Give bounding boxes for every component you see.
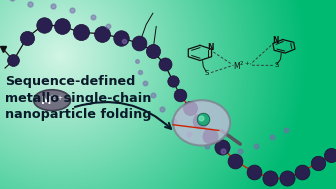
Text: N: N	[272, 36, 279, 45]
Text: M$^{2+}$: M$^{2+}$	[234, 60, 250, 72]
Ellipse shape	[173, 100, 230, 146]
Text: S: S	[274, 62, 279, 68]
Text: Sequence-defined
metallo single-chain
nanoparticle folding: Sequence-defined metallo single-chain na…	[5, 75, 152, 121]
Circle shape	[34, 90, 71, 111]
Text: M$^{2+}$: M$^{2+}$	[40, 93, 64, 107]
Text: N: N	[207, 43, 213, 52]
Text: S: S	[204, 70, 209, 76]
